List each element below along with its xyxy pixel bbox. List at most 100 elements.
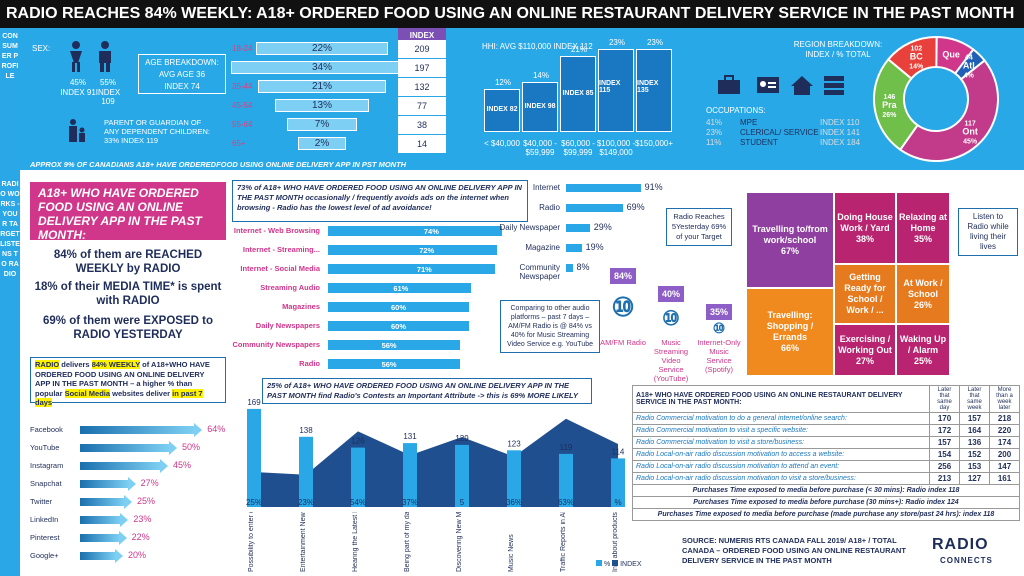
region-label-text: 26% bbox=[882, 112, 897, 119]
hhi-pct: 23% bbox=[646, 38, 663, 48]
radio-yesterday-note: Radio Reaches 5Yesterday 69% of your Tar… bbox=[666, 208, 732, 246]
ear-icon: ⑩ bbox=[662, 308, 680, 330]
motivation-week-later: 161 bbox=[989, 472, 1020, 485]
ad-avoid-bar bbox=[328, 321, 469, 331]
hhi-bar: INDEX 82 bbox=[484, 88, 520, 132]
contests-header: 25% of A18+ WHO HAVE ORDERED FOOD USING … bbox=[262, 378, 592, 404]
ad-avoid-pct: 56% bbox=[381, 360, 397, 369]
treemap-name: Doing House Work / Yard bbox=[837, 211, 893, 233]
age-index-value: 132 bbox=[398, 78, 446, 97]
contests-index-bar bbox=[299, 436, 313, 507]
age-breakdown-box: AGE BREAKDOWN: AVG AGE 36 INDEX 74 bbox=[138, 54, 226, 94]
occupation-name: CLERICAL/ SERVICE bbox=[740, 128, 819, 137]
media-reach-pct: 91% bbox=[644, 182, 663, 192]
media-reach-pct: 19% bbox=[585, 242, 604, 252]
male-index: INDEX 109 bbox=[95, 88, 121, 106]
hhi-xlabel: $40,000 - $59,999 bbox=[518, 139, 562, 157]
media-reach-label: Daily Newspaper bbox=[499, 223, 560, 232]
motivation-row: Radio Local-on-air radio discussion moti… bbox=[632, 472, 1020, 485]
social-label: LinkedIn bbox=[30, 515, 59, 524]
age-label: 55-64 bbox=[232, 120, 253, 129]
motivation-same-day: 172 bbox=[929, 424, 960, 437]
ad-avoid-label: Community Newspapers bbox=[232, 340, 320, 349]
contests-index-bar bbox=[403, 443, 417, 507]
page-title: RADIO REACHES 84% WEEKLY: A18+ ORDERED F… bbox=[0, 0, 1024, 28]
motivation-row: Radio Commercial motivation to do a gene… bbox=[632, 412, 1020, 425]
male-icon bbox=[99, 41, 111, 72]
social-bar bbox=[80, 495, 132, 509]
ad-avoid-pct: 61% bbox=[393, 284, 409, 293]
media-reach-pct: 8% bbox=[576, 262, 590, 272]
purchase-text: Purchases Time exposed to media before p… bbox=[632, 496, 1020, 509]
motivation-header-row: A18+ WHO HAVE ORDERED FOOD USING AN ONLI… bbox=[632, 385, 1020, 413]
books-icon bbox=[824, 76, 844, 95]
treemap-name: Travelling: Shopping / Errands bbox=[766, 310, 814, 342]
treemap-pct: 66% bbox=[780, 343, 799, 353]
hhi-title: HHI: AVG $110,000 INDEX 112 bbox=[482, 42, 593, 51]
age-index-value: 197 bbox=[398, 59, 446, 78]
hhi-pct: 23% bbox=[608, 38, 625, 48]
media-reach-bar bbox=[566, 224, 590, 232]
treemap-cell: Doing House Work / Yard 38% bbox=[834, 192, 896, 264]
contests-pct-value: 37% bbox=[402, 498, 418, 507]
age-bar: 34% bbox=[230, 61, 414, 74]
social-bar bbox=[80, 549, 123, 563]
motivation-same-day: 256 bbox=[929, 460, 960, 473]
social-bar bbox=[80, 423, 203, 437]
stat-media-time: 18% of their MEDIA TIME* is spent with R… bbox=[34, 281, 222, 307]
male-pct: 55% bbox=[99, 78, 116, 87]
social-pct: 20% bbox=[128, 550, 147, 560]
ad-avoid-pct: 56% bbox=[381, 341, 397, 350]
motivation-label: Radio Commercial motivation to do a gene… bbox=[632, 412, 930, 425]
target-highlight-box: A18+ WHO HAVE ORDERED FOOD USING AN ONLI… bbox=[30, 182, 226, 242]
social-pct: 45% bbox=[173, 460, 192, 470]
contests-pct-value: 63% bbox=[558, 498, 574, 507]
occupation-index: INDEX 110 bbox=[820, 118, 860, 127]
side-text-consumer: CONSUMER PROFILE bbox=[1, 33, 19, 80]
occupation-name: STUDENT bbox=[740, 138, 778, 147]
motivation-row: Radio Local-on-air radio discussion moti… bbox=[632, 460, 1020, 473]
treemap-cell: Travelling: Shopping / Errands 66% bbox=[746, 288, 834, 376]
female-icon bbox=[70, 41, 82, 72]
hhi-pct: 14% bbox=[532, 70, 549, 80]
purchase-row: Purchases Time exposed to media before p… bbox=[632, 496, 1020, 509]
region-label-text: Que bbox=[942, 50, 960, 60]
source-note: SOURCE: NUMERIS RTS CANADA FALL 2019/ A1… bbox=[682, 536, 906, 565]
motivation-row: Radio Commercial motivation to visit a s… bbox=[632, 424, 1020, 437]
social-pct: 25% bbox=[137, 496, 156, 506]
col-week-later: More than a week later bbox=[989, 385, 1020, 413]
occupation-index: INDEX 184 bbox=[820, 138, 861, 147]
contests-xlabel: Being part of my day @ work bbox=[404, 512, 411, 572]
ad-avoid-label: Daily Newspapers bbox=[255, 321, 320, 330]
occupation-name: MPE bbox=[740, 118, 758, 127]
contests-index-value: 114 bbox=[612, 447, 625, 456]
contests-index-value: 123 bbox=[507, 439, 521, 448]
contests-index-value: 129 bbox=[455, 434, 469, 443]
motivation-week-later: 218 bbox=[989, 412, 1020, 425]
ad-avoid-label: Internet - Social Media bbox=[240, 264, 320, 273]
ad-avoid-label: Radio bbox=[299, 359, 320, 368]
listen-note: Listen to Radio while living their lives bbox=[958, 208, 1018, 256]
age-index-value: 209 bbox=[398, 40, 446, 59]
social-label: YouTube bbox=[30, 443, 60, 452]
motivation-same-week: 153 bbox=[959, 460, 990, 473]
region-label-text: 45% bbox=[963, 138, 978, 145]
motivation-same-week: 157 bbox=[959, 412, 990, 425]
treemap-name: At Work / School bbox=[903, 277, 943, 299]
audio-pct: 35% bbox=[706, 304, 732, 320]
social-pct: 23% bbox=[133, 514, 152, 524]
purchase-row: Purchases Time exposed to media before p… bbox=[632, 508, 1020, 521]
hhi-xlabel-line1: $100,000 - bbox=[596, 139, 636, 148]
ad-avoid-bar bbox=[328, 340, 460, 350]
hhi-bar: INDEX 85 bbox=[560, 56, 596, 132]
social-label: Pinterest bbox=[30, 533, 60, 542]
motivation-same-week: 136 bbox=[959, 436, 990, 449]
id-card-icon bbox=[757, 77, 779, 93]
social-bar bbox=[80, 441, 177, 455]
contests-index-value: 138 bbox=[299, 426, 313, 435]
media-reach-label: Magazine bbox=[525, 243, 560, 252]
motivation-label: Radio Commercial motivation to visit a s… bbox=[632, 424, 930, 437]
motivation-label: Radio Local-on-air radio discussion moti… bbox=[632, 448, 930, 461]
social-bar bbox=[80, 459, 168, 473]
motivation-same-week: 152 bbox=[959, 448, 990, 461]
